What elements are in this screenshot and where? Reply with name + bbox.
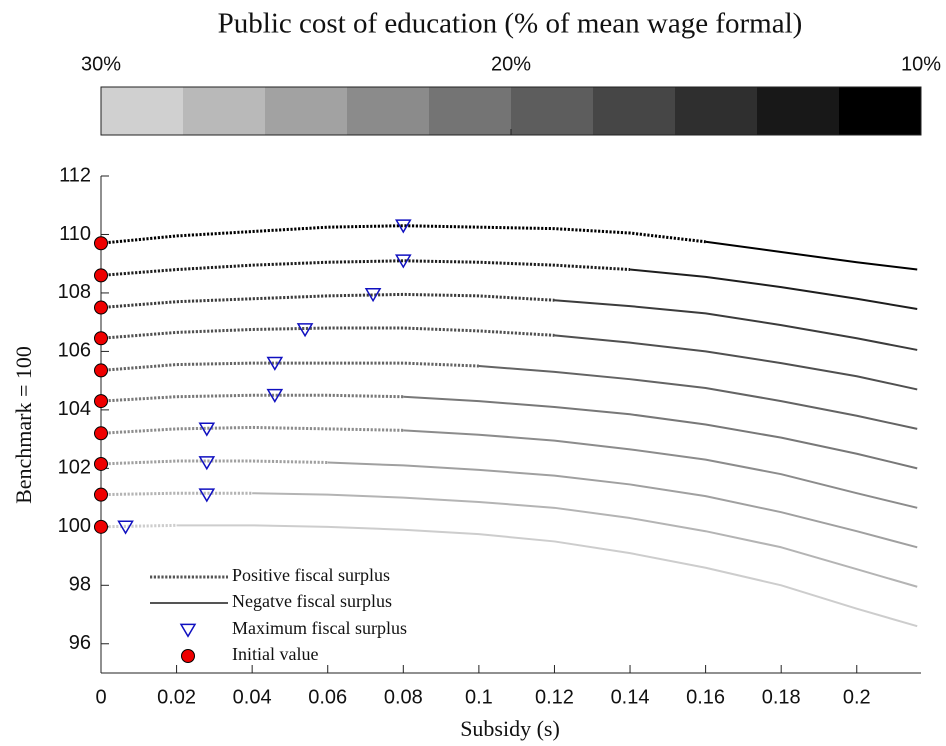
y-tick-label: 98 — [69, 574, 91, 596]
y-tick-label: 110 — [59, 223, 91, 245]
line-negative — [554, 299, 918, 351]
line-negative — [554, 334, 918, 391]
legend-marker — [179, 623, 197, 638]
max-marker — [198, 488, 216, 503]
max-marker — [117, 520, 134, 535]
y-axis-label: Benchmark = 100 — [11, 346, 36, 504]
y-tick-label: 96 — [69, 632, 91, 654]
x-tick-label: 0.06 — [308, 686, 347, 708]
x-tick-label: 0.12 — [535, 686, 574, 708]
colorbar-tick-label: 10% — [901, 53, 941, 75]
colorbar-swatch — [183, 87, 266, 135]
initial-marker — [94, 426, 108, 441]
max-marker — [394, 254, 412, 269]
initial-marker — [94, 268, 108, 283]
line-positive — [100, 491, 253, 497]
line-positive — [100, 224, 706, 245]
max-marker — [296, 323, 314, 338]
line-positive — [100, 393, 404, 403]
initial-marker — [94, 519, 108, 534]
colorbar-tick-label: 20% — [491, 53, 531, 75]
x-tick-label: 0.02 — [157, 686, 196, 708]
y-tick-label: 102 — [58, 457, 91, 479]
x-tick-label: 0.18 — [762, 686, 801, 708]
line-positive — [100, 459, 328, 466]
line-positive — [100, 259, 631, 277]
y-tick-label: 106 — [58, 340, 91, 362]
x-tick-label: 0.14 — [611, 686, 650, 708]
colorbar-tick-label: 30% — [81, 53, 121, 75]
legend-label: Initial value — [232, 644, 318, 664]
max-marker — [198, 456, 216, 471]
x-tick-label: 0 — [95, 686, 106, 708]
x-tick-label: 0.2 — [843, 686, 871, 708]
line-negative — [252, 492, 918, 588]
max-marker — [198, 422, 216, 437]
initial-marker — [94, 331, 108, 346]
line-positive — [100, 326, 555, 340]
max-marker — [266, 388, 284, 404]
colorbar-title: Public cost of education (% of mean wage… — [218, 8, 803, 40]
line-negative — [403, 395, 918, 470]
colorbar-swatch — [839, 87, 922, 135]
colorbar-swatch — [265, 87, 348, 135]
line-positive — [100, 292, 555, 310]
colorbar-swatch — [429, 87, 512, 135]
line-positive — [100, 361, 479, 372]
line-negative — [705, 240, 918, 271]
colorbar-swatch — [511, 87, 594, 135]
colorbar-swatch — [675, 87, 758, 135]
initial-marker — [94, 236, 108, 251]
y-tick-label: 100 — [58, 515, 91, 537]
y-tick-label: 104 — [58, 398, 91, 420]
line-negative — [629, 268, 918, 311]
legend-marker — [181, 649, 195, 663]
colorbar-swatch — [593, 87, 676, 135]
legend-label: Maximum fiscal surplus — [232, 618, 407, 638]
line-negative — [176, 524, 918, 628]
line-negative — [403, 429, 918, 509]
legend-label: Negatve fiscal surplus — [232, 591, 392, 611]
initial-marker — [94, 300, 108, 315]
max-marker — [394, 219, 412, 234]
line-positive — [100, 523, 177, 529]
colorbar-swatch — [101, 87, 184, 135]
x-tick-label: 0.1 — [465, 686, 493, 708]
line-negative — [327, 461, 918, 549]
initial-marker — [94, 394, 108, 409]
x-tick-label: 0.16 — [686, 686, 725, 708]
initial-marker — [94, 456, 108, 471]
colorbar-swatch — [757, 87, 840, 135]
x-tick-label: 0.08 — [384, 686, 423, 708]
legend-label: Positive fiscal surplus — [232, 565, 390, 585]
line-negative — [478, 365, 918, 430]
initial-marker — [94, 487, 108, 502]
max-marker — [364, 288, 382, 303]
line-positive — [100, 425, 404, 435]
y-tick-label: 108 — [58, 281, 91, 303]
initial-marker — [94, 363, 108, 378]
y-tick-label: 112 — [59, 164, 91, 186]
x-tick-label: 0.04 — [233, 686, 272, 708]
colorbar-swatch — [347, 87, 430, 135]
x-axis-label: Subsidy (s) — [460, 716, 560, 741]
max-marker — [266, 356, 284, 371]
